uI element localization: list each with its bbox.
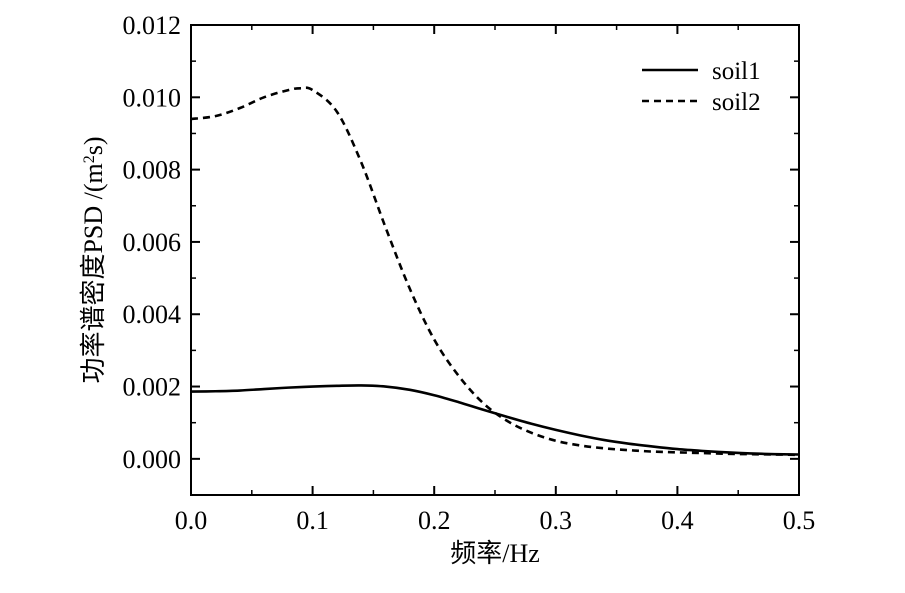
series-line-soil2 <box>190 86 800 457</box>
x-tick-label-3: 0.3 <box>540 506 573 535</box>
x-tick-label-4: 0.4 <box>661 506 694 535</box>
plot-frame <box>190 24 800 496</box>
x-tick-label-5: 0.5 <box>783 506 816 535</box>
series-line-soil1 <box>190 384 800 456</box>
ticks-layer: 0.0 0.1 0.2 0.3 0.4 0.5 0.000 0.002 0.004 0.006 0.… <box>123 11 816 535</box>
x-tick-label-1: 0.1 <box>296 506 329 535</box>
y-axis-title-superscript: 2 <box>81 155 98 163</box>
y-tick-label-1: 0.002 <box>123 373 182 402</box>
y-tick-label-5: 0.010 <box>123 83 182 112</box>
y-tick-label-2: 0.004 <box>123 300 182 329</box>
x-tick-label-2: 0.2 <box>418 506 451 535</box>
legend-label-soil2: soil2 <box>712 89 761 116</box>
y-tick-label-6: 0.012 <box>123 11 182 40</box>
series-layer <box>190 86 800 457</box>
y-tick-label-3: 0.006 <box>123 228 182 257</box>
x-axis-title: 频率/Hz <box>450 539 540 568</box>
y-axis-title-main: 功率谱密度PSD /(m <box>79 163 108 383</box>
legend-label-soil1: soil1 <box>712 58 761 85</box>
legend: soil1 soil2 <box>642 58 761 116</box>
y-tick-label-0: 0.000 <box>123 445 182 474</box>
y-tick-label-4: 0.008 <box>123 156 182 185</box>
y-axis-title-end: s) <box>79 136 108 155</box>
y-axis-title: 功率谱密度PSD /(m2s) <box>79 136 108 383</box>
x-tick-label-0: 0.0 <box>175 506 208 535</box>
